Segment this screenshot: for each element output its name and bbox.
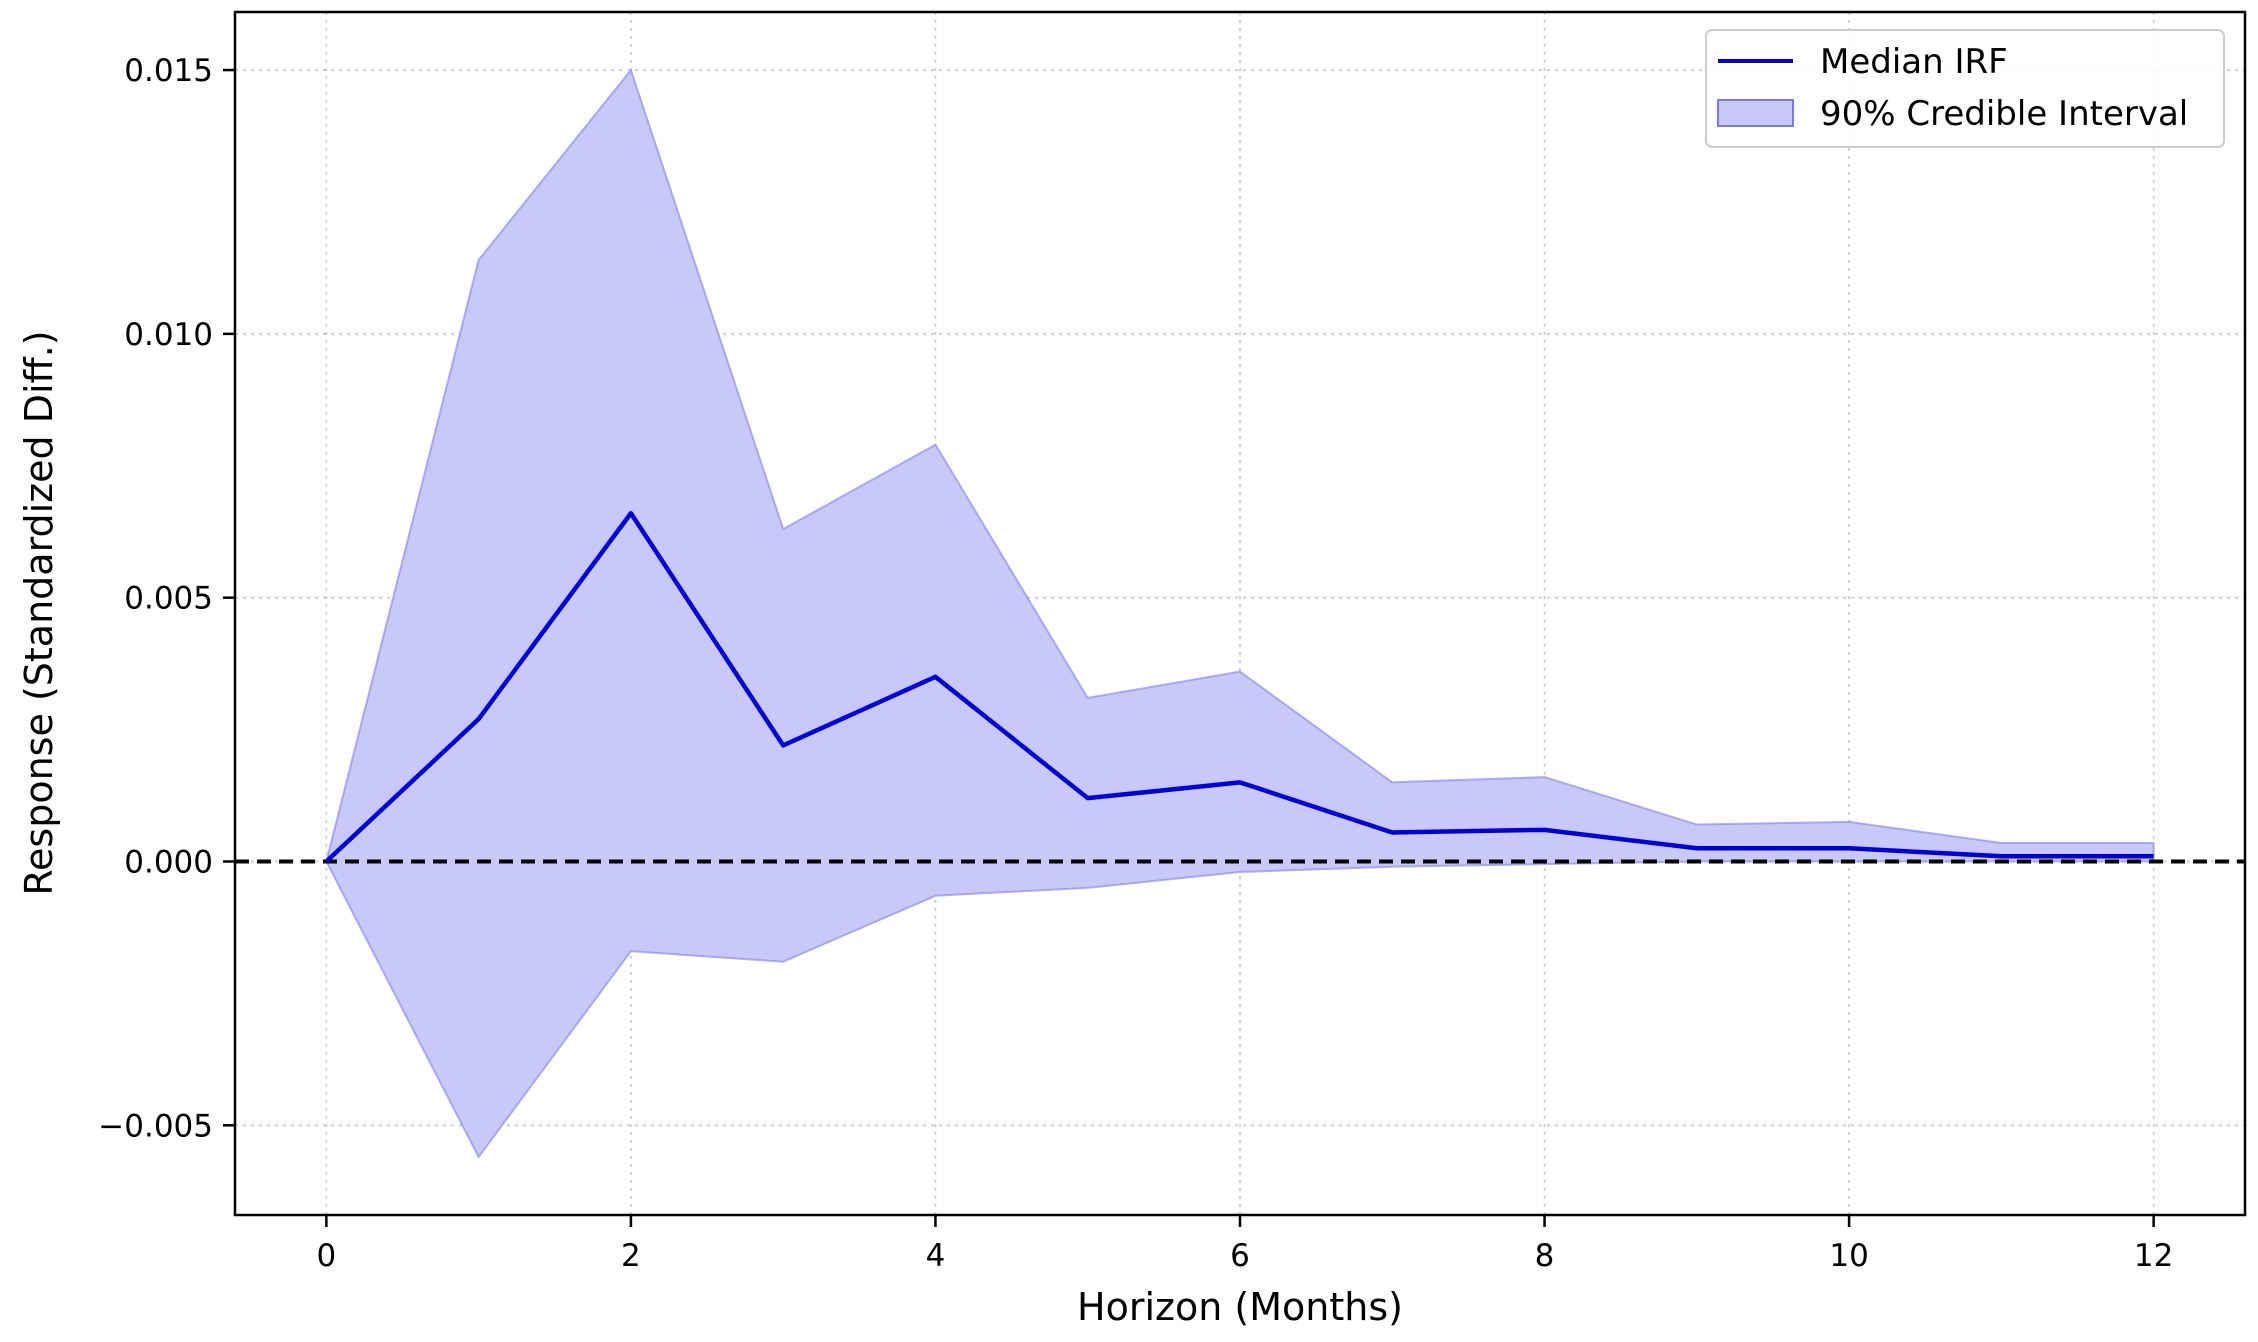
median-irf-line [324, 511, 2154, 864]
legend-swatch-credible-interval [1717, 99, 1794, 127]
y-tick-label: 0.005 [124, 581, 213, 617]
x-tick-label: 0 [316, 1238, 336, 1274]
x-tick-label: 10 [1829, 1238, 1868, 1274]
y-tick-label: 0.010 [124, 317, 213, 353]
x-tick-label: 6 [1230, 1238, 1250, 1274]
y-axis-label: Response (Standardized Diff.) [17, 330, 61, 895]
x-tick-label: 2 [621, 1238, 641, 1274]
legend-box [1705, 29, 2225, 148]
legend-label-median-irf: Median IRF [1820, 42, 2008, 82]
legend: Median IRF 90% Credible Interval [1705, 29, 2225, 148]
y-tick-label: 0.015 [124, 53, 213, 89]
y-tick-label: −0.005 [98, 1108, 213, 1144]
x-tick-label: 8 [1535, 1238, 1555, 1274]
legend-label-credible-interval: 90% Credible Interval [1820, 94, 2188, 134]
y-tick-label: 0.000 [124, 844, 213, 880]
credible-interval-band [325, 67, 2155, 1159]
x-tick-label: 4 [926, 1238, 946, 1274]
x-axis-label: Horizon (Months) [1077, 1285, 1403, 1329]
x-tick-label: 12 [2134, 1238, 2173, 1274]
